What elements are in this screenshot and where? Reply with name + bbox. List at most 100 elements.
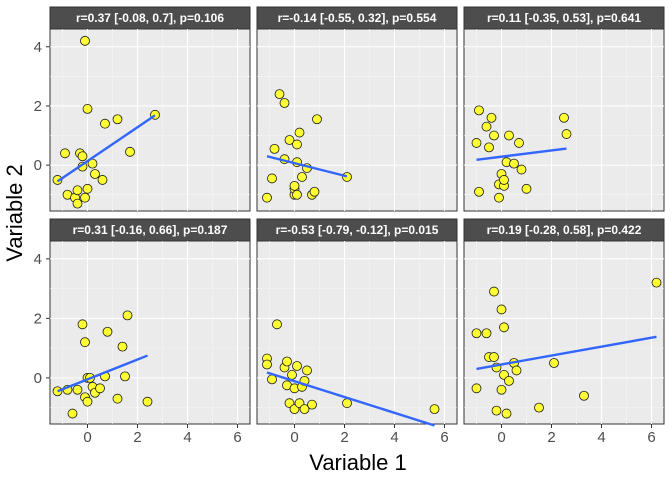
data-point bbox=[561, 129, 572, 139]
panel-background bbox=[256, 28, 458, 212]
y-tick-label: 0 bbox=[34, 157, 42, 174]
y-tick-label: 0 bbox=[34, 370, 42, 387]
data-points bbox=[52, 310, 153, 419]
data-point bbox=[287, 370, 297, 380]
data-point bbox=[307, 399, 317, 410]
data-point bbox=[499, 175, 509, 185]
facet-panel-4: r=0.31 [-0.16, 0.66], p=0.187 0 2 4 0 2 4 6 bbox=[34, 218, 251, 446]
regression-line bbox=[476, 335, 657, 371]
data-point bbox=[82, 104, 93, 114]
data-point bbox=[272, 319, 282, 330]
data-point bbox=[120, 371, 130, 382]
y-tick-label: 2 bbox=[34, 98, 42, 115]
x-tick-label: 6 bbox=[440, 429, 448, 446]
data-point bbox=[651, 277, 662, 288]
data-point bbox=[112, 114, 123, 125]
x-tick-label: 0 bbox=[290, 429, 298, 446]
x-tick-label: 4 bbox=[390, 429, 398, 446]
data-point bbox=[97, 175, 108, 185]
data-point bbox=[60, 148, 70, 159]
data-point bbox=[100, 118, 110, 129]
data-point bbox=[496, 304, 507, 315]
x-tick-label: 6 bbox=[647, 429, 655, 446]
panel-background bbox=[256, 240, 458, 425]
data-point bbox=[302, 365, 312, 376]
data-point bbox=[299, 404, 310, 415]
strip-label: r=-0.53 [-0.79, -0.12], p=0.015 bbox=[276, 223, 439, 237]
data-point bbox=[471, 383, 482, 394]
x-tick-label: 4 bbox=[597, 429, 605, 446]
data-point bbox=[289, 180, 300, 191]
data-point bbox=[559, 112, 569, 123]
strip-label: r=0.37 [-0.08, 0.7], p=0.106 bbox=[76, 11, 224, 25]
data-point bbox=[72, 384, 83, 395]
data-point bbox=[77, 319, 88, 330]
data-point bbox=[312, 114, 322, 125]
data-point bbox=[72, 185, 83, 196]
x-tick-label: 2 bbox=[133, 429, 141, 446]
facet-panel-2: r=-0.14 [-0.55, 0.32], p=0.554 bbox=[256, 6, 458, 212]
data-point bbox=[292, 139, 302, 150]
data-point bbox=[496, 384, 507, 395]
facet-panel-5: r=-0.53 [-0.79, -0.12], p=0.015 0 2 4 6 bbox=[256, 218, 458, 446]
data-point bbox=[67, 408, 78, 419]
data-point bbox=[504, 375, 514, 386]
y-tick-label: 4 bbox=[34, 251, 42, 268]
data-point bbox=[514, 138, 524, 148]
data-point bbox=[297, 172, 307, 182]
data-point bbox=[82, 396, 93, 407]
regression-line bbox=[266, 371, 435, 427]
data-point bbox=[117, 341, 128, 352]
y-tick-label: 4 bbox=[34, 39, 42, 56]
data-points bbox=[52, 35, 160, 209]
data-point bbox=[262, 359, 272, 370]
data-point bbox=[72, 198, 83, 209]
data-point bbox=[486, 112, 497, 123]
data-point bbox=[269, 143, 280, 154]
strip-label: r=-0.14 [-0.55, 0.32], p=0.554 bbox=[278, 11, 437, 25]
data-point bbox=[267, 173, 277, 184]
data-point bbox=[489, 130, 499, 141]
facet-panel-1: r=0.37 [-0.08, 0.7], p=0.106 0 2 4 bbox=[34, 6, 251, 212]
strip-label: r=0.19 [-0.28, 0.58], p=0.422 bbox=[487, 223, 642, 237]
panel-background bbox=[463, 240, 665, 425]
regression-line bbox=[266, 155, 348, 178]
data-point bbox=[516, 164, 527, 175]
grid-lines bbox=[50, 29, 250, 211]
data-point bbox=[284, 135, 295, 145]
data-point bbox=[125, 146, 135, 157]
data-point bbox=[122, 310, 133, 321]
data-point bbox=[474, 105, 484, 116]
data-point bbox=[511, 365, 522, 376]
data-points bbox=[262, 319, 440, 415]
data-point bbox=[279, 98, 290, 108]
data-point bbox=[489, 352, 499, 362]
data-point bbox=[534, 402, 544, 413]
facet-panels: r=0.37 [-0.08, 0.7], p=0.106 0 2 4 r=-0.14 [… bbox=[34, 6, 665, 446]
facet-panel-6: r=0.19 [-0.28, 0.58], p=0.422 0 2 4 6 bbox=[463, 218, 665, 446]
data-point bbox=[282, 356, 292, 367]
data-point bbox=[80, 192, 90, 203]
data-point bbox=[489, 286, 499, 297]
y-tick-label: 2 bbox=[34, 310, 42, 327]
data-point bbox=[309, 186, 320, 197]
panel-background bbox=[49, 240, 251, 425]
data-point bbox=[521, 183, 532, 194]
data-point bbox=[292, 361, 302, 371]
data-point bbox=[112, 393, 123, 404]
data-point bbox=[77, 151, 88, 162]
data-point bbox=[102, 326, 113, 337]
data-point bbox=[52, 175, 63, 185]
strip-label: r=0.11 [-0.35, 0.53], p=0.641 bbox=[487, 11, 641, 25]
data-point bbox=[499, 322, 509, 333]
data-point bbox=[484, 142, 494, 153]
data-point bbox=[80, 35, 90, 46]
data-point bbox=[471, 138, 482, 148]
data-point bbox=[549, 358, 559, 368]
grid-lines bbox=[464, 29, 664, 211]
data-point bbox=[95, 383, 105, 394]
x-tick-label: 4 bbox=[183, 429, 191, 446]
data-point bbox=[509, 158, 519, 169]
data-point bbox=[292, 189, 302, 200]
